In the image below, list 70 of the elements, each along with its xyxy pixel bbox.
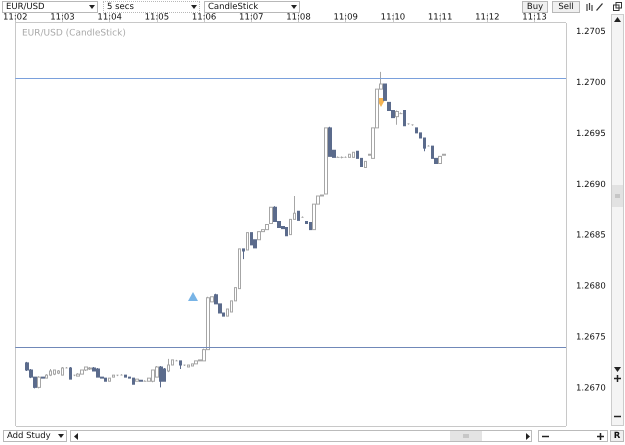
x-tick-label: 11:03 xyxy=(50,12,75,22)
x-tick-label: 11:06 xyxy=(192,12,216,22)
candlestick xyxy=(395,110,399,126)
x-tick-label: 11:02 xyxy=(3,12,28,22)
text: 5 secs xyxy=(103,1,200,13)
y-tick-label: 1.2705 xyxy=(576,27,606,38)
candlestick xyxy=(383,84,387,101)
text: Sell xyxy=(552,1,580,13)
candlestick xyxy=(69,366,72,380)
candlestick xyxy=(348,154,351,158)
y-tick-label: 1.2700 xyxy=(576,78,606,88)
candlestick xyxy=(151,370,155,383)
candlestick xyxy=(37,376,41,389)
x-tick-label: 11:12 xyxy=(475,12,500,22)
y-tick-label: 1.2680 xyxy=(576,282,606,292)
text: Add Study xyxy=(3,430,67,442)
candlestick xyxy=(250,232,253,246)
candlestick xyxy=(80,370,84,375)
candlestick xyxy=(242,248,245,260)
candlestick xyxy=(403,110,406,126)
candlestick xyxy=(84,366,88,372)
candlestick xyxy=(108,378,111,382)
candlestick xyxy=(328,126,332,157)
y-tick-label: 1.2685 xyxy=(576,230,606,241)
candlestick xyxy=(104,378,107,382)
candlestick xyxy=(132,378,135,385)
y-tick-label: 1.2675 xyxy=(576,332,606,342)
x-tick-label: 11:13 xyxy=(522,12,547,22)
candlestick xyxy=(76,372,80,377)
candlestick xyxy=(191,363,194,366)
candlestick xyxy=(246,232,249,250)
text: EUR/USD (CandleStick) xyxy=(22,28,126,38)
candlestick xyxy=(297,210,300,221)
candlestick xyxy=(53,370,56,376)
candlestick xyxy=(269,206,273,224)
x-tick-label: 11:08 xyxy=(286,12,311,22)
candlestick xyxy=(167,358,170,373)
x-tick-label: 11:04 xyxy=(97,12,122,22)
candlestick xyxy=(96,367,100,378)
candlestick xyxy=(179,360,182,370)
text: CandleStick xyxy=(204,1,300,13)
y-tick-label: 1.2695 xyxy=(576,128,606,139)
candlestick xyxy=(364,160,367,168)
text: R xyxy=(610,430,624,442)
x-tick-label: 11:11 xyxy=(428,12,452,22)
candlestick xyxy=(324,127,328,194)
candlestick xyxy=(124,374,127,378)
x-tick-label: 11:07 xyxy=(239,12,264,22)
candlestick xyxy=(49,368,52,377)
candlestick xyxy=(61,366,64,376)
candlestick xyxy=(309,222,312,230)
text: Buy xyxy=(522,1,548,13)
x-tick-label: 11:10 xyxy=(380,12,406,22)
y-tick-label: 1.2670 xyxy=(576,383,606,394)
candlestick xyxy=(112,374,115,378)
text: EUR/USD xyxy=(2,1,98,13)
candlestick xyxy=(265,224,269,230)
candlestick xyxy=(88,366,92,371)
x-tick-label: 11:05 xyxy=(144,12,170,22)
candlestick xyxy=(194,360,198,364)
candlestick xyxy=(257,231,261,240)
x-tick-label: 11:09 xyxy=(333,12,358,22)
candlestick xyxy=(285,227,288,236)
candlestick xyxy=(135,378,139,382)
candlestick xyxy=(159,365,163,388)
candlestick xyxy=(352,152,355,158)
candlestick xyxy=(57,370,60,375)
candlestick xyxy=(155,365,159,378)
candlestick xyxy=(438,156,442,164)
y-tick-label: 1.2690 xyxy=(576,180,606,190)
